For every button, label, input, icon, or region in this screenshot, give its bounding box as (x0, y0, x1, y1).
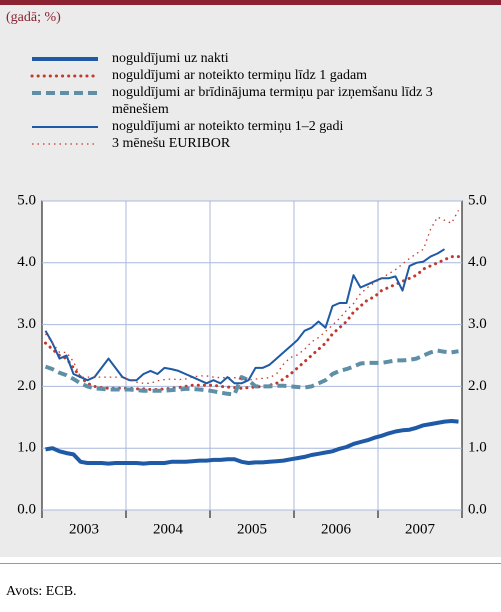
series-line (44, 348, 459, 397)
legend-item: noguldījumi ar noteikto termiņu 1–2 gadi (30, 118, 490, 135)
y2-tick-label: 3.0 (468, 316, 487, 332)
legend-label: noguldījumi ar noteikto termiņu līdz 1 g… (112, 68, 368, 83)
legend-item: 3 mēnešu EURIBOR (30, 135, 490, 152)
y-tick-label: 4.0 (17, 254, 36, 270)
y2-tick-label: 4.0 (468, 254, 487, 270)
y-tick-label: 5.0 (17, 192, 36, 208)
legend-label: noguldījumi ar noteikto termiņu 1–2 gadi (112, 119, 344, 134)
y2-tick-label: 1.0 (468, 440, 487, 456)
y-tick-label: 2.0 (17, 378, 36, 394)
y2-tick-label: 0.0 (468, 501, 487, 517)
legend-label: noguldījumi uz nakti (112, 51, 229, 66)
y-tick-label: 1.0 (17, 440, 36, 456)
x-tick-label: 2007 (405, 521, 436, 537)
y-tick-label: 0.0 (17, 501, 36, 517)
series-line (44, 248, 446, 385)
legend-swatch (30, 74, 100, 78)
legend-swatch (32, 91, 98, 95)
series-line (45, 419, 459, 466)
y2-tick-label: 2.0 (468, 378, 487, 394)
legend-item: noguldījumi uz nakti (30, 50, 490, 67)
x-tick-label: 2004 (153, 521, 184, 537)
divider (0, 563, 501, 564)
legend-swatch (32, 143, 98, 145)
top-bar (0, 0, 501, 5)
legend-swatch (32, 57, 98, 61)
x-tick-label: 2005 (237, 521, 267, 537)
legend-swatch (32, 126, 98, 128)
y-tick-label: 3.0 (17, 316, 36, 332)
legend-label: noguldījumi ar brīdinājuma termiņu par i… (112, 85, 433, 117)
legend: noguldījumi uz nakti noguldījumi ar notei… (30, 50, 490, 152)
x-tick-label: 2003 (69, 521, 99, 537)
legend-item: noguldījumi ar noteikto termiņu līdz 1 g… (30, 67, 490, 84)
x-tick-label: 2006 (321, 521, 352, 537)
source: Avots: ECB. (6, 584, 77, 599)
y2-tick-label: 5.0 (468, 192, 487, 208)
chart: 0.0 0.0 1.0 1.0 2.0 2.0 3.0 3.0 4.0 4.0 5.0 5.0 2003… (17, 192, 487, 537)
subtitle: (gadā; %) (6, 10, 61, 25)
legend-label: 3 mēnešu EURIBOR (112, 136, 231, 151)
legend-item: noguldījumi ar brīdinājuma termiņu par i… (30, 84, 490, 118)
